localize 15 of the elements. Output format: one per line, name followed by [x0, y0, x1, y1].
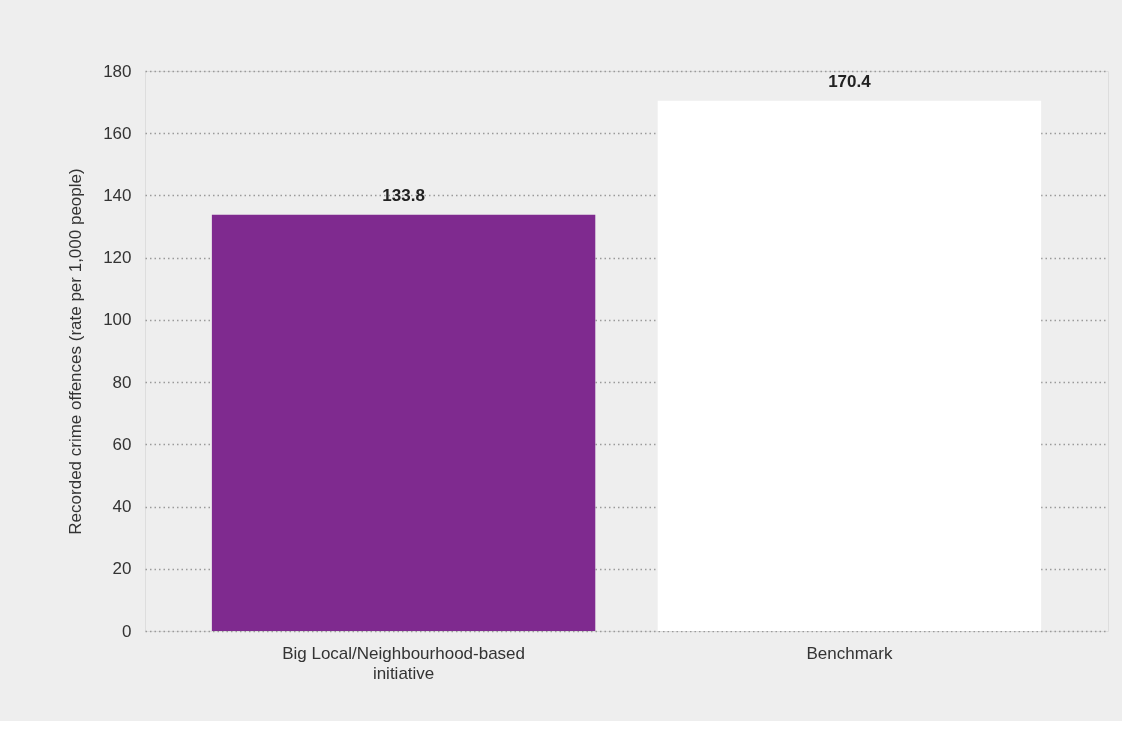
y-tick-label: 100 [103, 310, 132, 330]
y-tick-label: 40 [112, 497, 132, 517]
y-tick-label: 20 [112, 559, 132, 579]
y-axis-title: Recorded crime offences (rate per 1,000 people) [66, 168, 86, 535]
y-tick-label: 140 [103, 185, 132, 205]
y-tick-label: 0 [122, 621, 132, 641]
x-tick-label: Big Local/Neighbourhood-based initiative [282, 643, 526, 683]
y-tick-label: 160 [103, 123, 132, 143]
y-tick-label: 60 [112, 434, 132, 454]
y-tick-label: 120 [103, 248, 132, 268]
y-tick-label: 80 [112, 372, 132, 392]
x-tick-label: Benchmark [806, 643, 893, 663]
y-tick-label: 180 [103, 61, 132, 81]
data-label: 170.4 [828, 71, 872, 91]
data-label: 133.8 [382, 185, 425, 205]
